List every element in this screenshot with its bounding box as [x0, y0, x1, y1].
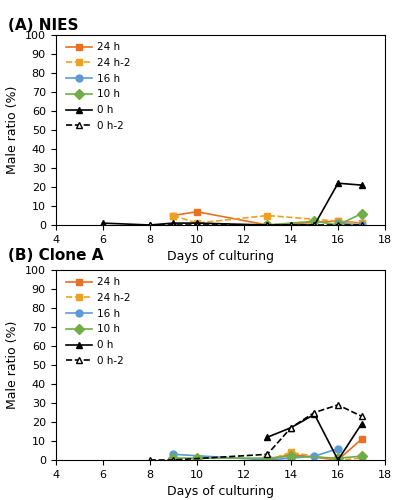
X-axis label: Days of culturing: Days of culturing: [167, 250, 274, 264]
Text: (B) Clone A: (B) Clone A: [8, 248, 104, 262]
Text: (A) NIES: (A) NIES: [8, 18, 79, 32]
X-axis label: Days of culturing: Days of culturing: [167, 486, 274, 498]
Y-axis label: Male ratio (%): Male ratio (%): [6, 321, 19, 409]
Y-axis label: Male ratio (%): Male ratio (%): [6, 86, 19, 174]
Legend: 24 h, 24 h-2, 16 h, 10 h, 0 h, 0 h-2: 24 h, 24 h-2, 16 h, 10 h, 0 h, 0 h-2: [64, 40, 133, 133]
Legend: 24 h, 24 h-2, 16 h, 10 h, 0 h, 0 h-2: 24 h, 24 h-2, 16 h, 10 h, 0 h, 0 h-2: [64, 275, 133, 368]
